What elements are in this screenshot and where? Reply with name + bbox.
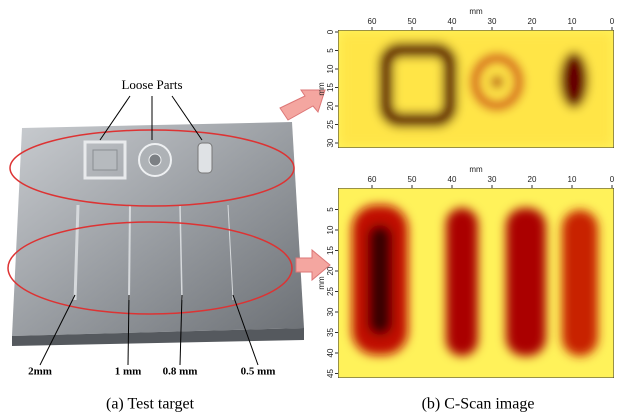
callout: Loose Parts	[121, 77, 182, 92]
x-tick-label: 30	[488, 17, 497, 26]
x-tick-label: 60	[368, 175, 377, 184]
x-tick-label: 50	[408, 17, 417, 26]
x-tick-label: 40	[448, 17, 457, 26]
y-tick-label: 25	[326, 287, 335, 296]
y-tick-label: 40	[326, 348, 335, 357]
groove-label: 0.5 mm	[241, 366, 276, 378]
y-tick-label: 10	[326, 225, 335, 234]
y-tick-label: 45	[326, 369, 335, 378]
groove-label: 1 mm	[115, 366, 142, 378]
y-tick-label: 10	[326, 64, 335, 73]
figure: Loose Parts 2mm 1 mm 0.8 mm 0.5 mm (a) Test…	[0, 0, 630, 419]
x-tick-label: 0	[610, 17, 615, 26]
y-tick-label: 30	[326, 307, 335, 316]
c-scan-top	[338, 30, 614, 148]
y-tick-label: 20	[326, 101, 335, 110]
y-tick-label: 15	[326, 83, 335, 92]
y-tick-label: 35	[326, 328, 335, 337]
x-axis-label: mm	[469, 165, 483, 174]
caption: (a) Test target	[106, 396, 195, 413]
x-tick-label: 10	[568, 17, 577, 26]
x-tick-label: 10	[568, 175, 577, 184]
groove-label: 0.8 mm	[163, 366, 198, 378]
y-tick-label: 5	[326, 207, 335, 212]
y-tick-label: 15	[326, 246, 335, 255]
y-tick-label: 25	[326, 120, 335, 129]
y-tick-label: 20	[326, 266, 335, 275]
test-target-photo	[8, 90, 330, 365]
y-tick-label: 30	[326, 138, 335, 147]
caption: (b) C-Scan image	[422, 396, 535, 413]
x-axis-label: mm	[469, 7, 483, 16]
x-tick-label: 40	[448, 175, 457, 184]
y-tick-label: 0	[326, 29, 335, 34]
x-tick-label: 0	[610, 175, 615, 184]
x-tick-label: 60	[368, 17, 377, 26]
c-scan-bottom	[338, 188, 614, 378]
y-tick-label: 5	[326, 48, 335, 53]
y-axis-label: mm	[317, 82, 326, 96]
x-tick-label: 20	[528, 175, 537, 184]
groove-label: 2mm	[28, 366, 52, 378]
x-tick-label: 30	[488, 175, 497, 184]
x-tick-label: 20	[528, 17, 537, 26]
y-axis-label: mm	[317, 276, 326, 290]
x-tick-label: 50	[408, 175, 417, 184]
